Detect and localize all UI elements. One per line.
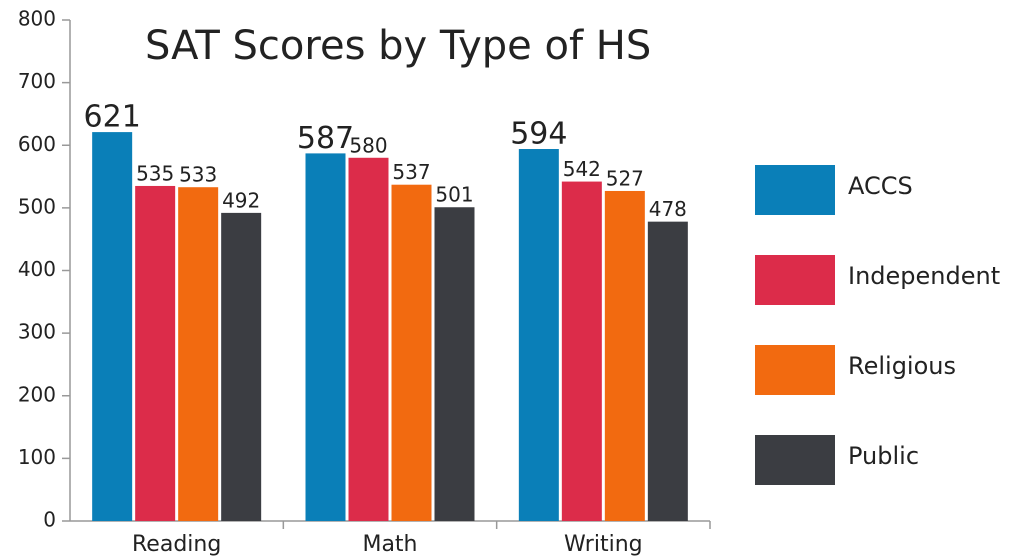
bar bbox=[305, 153, 346, 522]
legend-swatch bbox=[755, 435, 835, 485]
data-label: 535 bbox=[136, 161, 174, 185]
data-label: 478 bbox=[649, 197, 687, 221]
data-label: 542 bbox=[563, 157, 601, 181]
y-tick-label: 700 bbox=[18, 69, 56, 93]
bar bbox=[391, 184, 432, 522]
bar bbox=[221, 212, 262, 521]
y-tick-label: 400 bbox=[18, 257, 56, 281]
y-tick-label: 600 bbox=[18, 132, 56, 156]
bar bbox=[92, 132, 133, 521]
legend-swatch bbox=[755, 255, 835, 305]
data-label: 533 bbox=[179, 163, 217, 187]
y-tick-label: 800 bbox=[18, 7, 56, 31]
bar bbox=[518, 149, 559, 521]
legend-label: Religious bbox=[848, 352, 956, 380]
legend-swatch bbox=[755, 165, 835, 215]
x-tick-label: Reading bbox=[132, 532, 221, 557]
data-label: 527 bbox=[606, 166, 644, 190]
bar bbox=[647, 221, 688, 521]
legend-label: ACCS bbox=[848, 172, 913, 200]
legend-swatch bbox=[755, 345, 835, 395]
bar bbox=[561, 181, 602, 521]
data-label: 580 bbox=[349, 133, 387, 157]
legend-label: Public bbox=[848, 442, 919, 470]
y-tick-label: 500 bbox=[18, 194, 56, 218]
x-tick-label: Writing bbox=[564, 532, 643, 557]
y-tick-label: 300 bbox=[18, 320, 56, 344]
bar bbox=[434, 207, 475, 521]
bar bbox=[348, 157, 389, 521]
y-tick-label: 0 bbox=[43, 508, 56, 532]
data-label: 537 bbox=[392, 160, 430, 184]
chart-title: SAT Scores by Type of HS bbox=[145, 23, 651, 69]
bar bbox=[178, 187, 219, 522]
data-label: 492 bbox=[222, 188, 260, 212]
bar bbox=[604, 190, 645, 521]
data-label: 587 bbox=[297, 121, 354, 156]
x-tick-label: Math bbox=[362, 532, 417, 557]
legend-label: Independent bbox=[848, 262, 1000, 290]
data-label: 621 bbox=[84, 100, 141, 135]
y-tick-label: 100 bbox=[18, 445, 56, 469]
bar bbox=[135, 185, 176, 522]
data-label: 501 bbox=[435, 183, 473, 207]
data-label: 594 bbox=[510, 117, 567, 152]
y-tick-label: 200 bbox=[18, 382, 56, 406]
